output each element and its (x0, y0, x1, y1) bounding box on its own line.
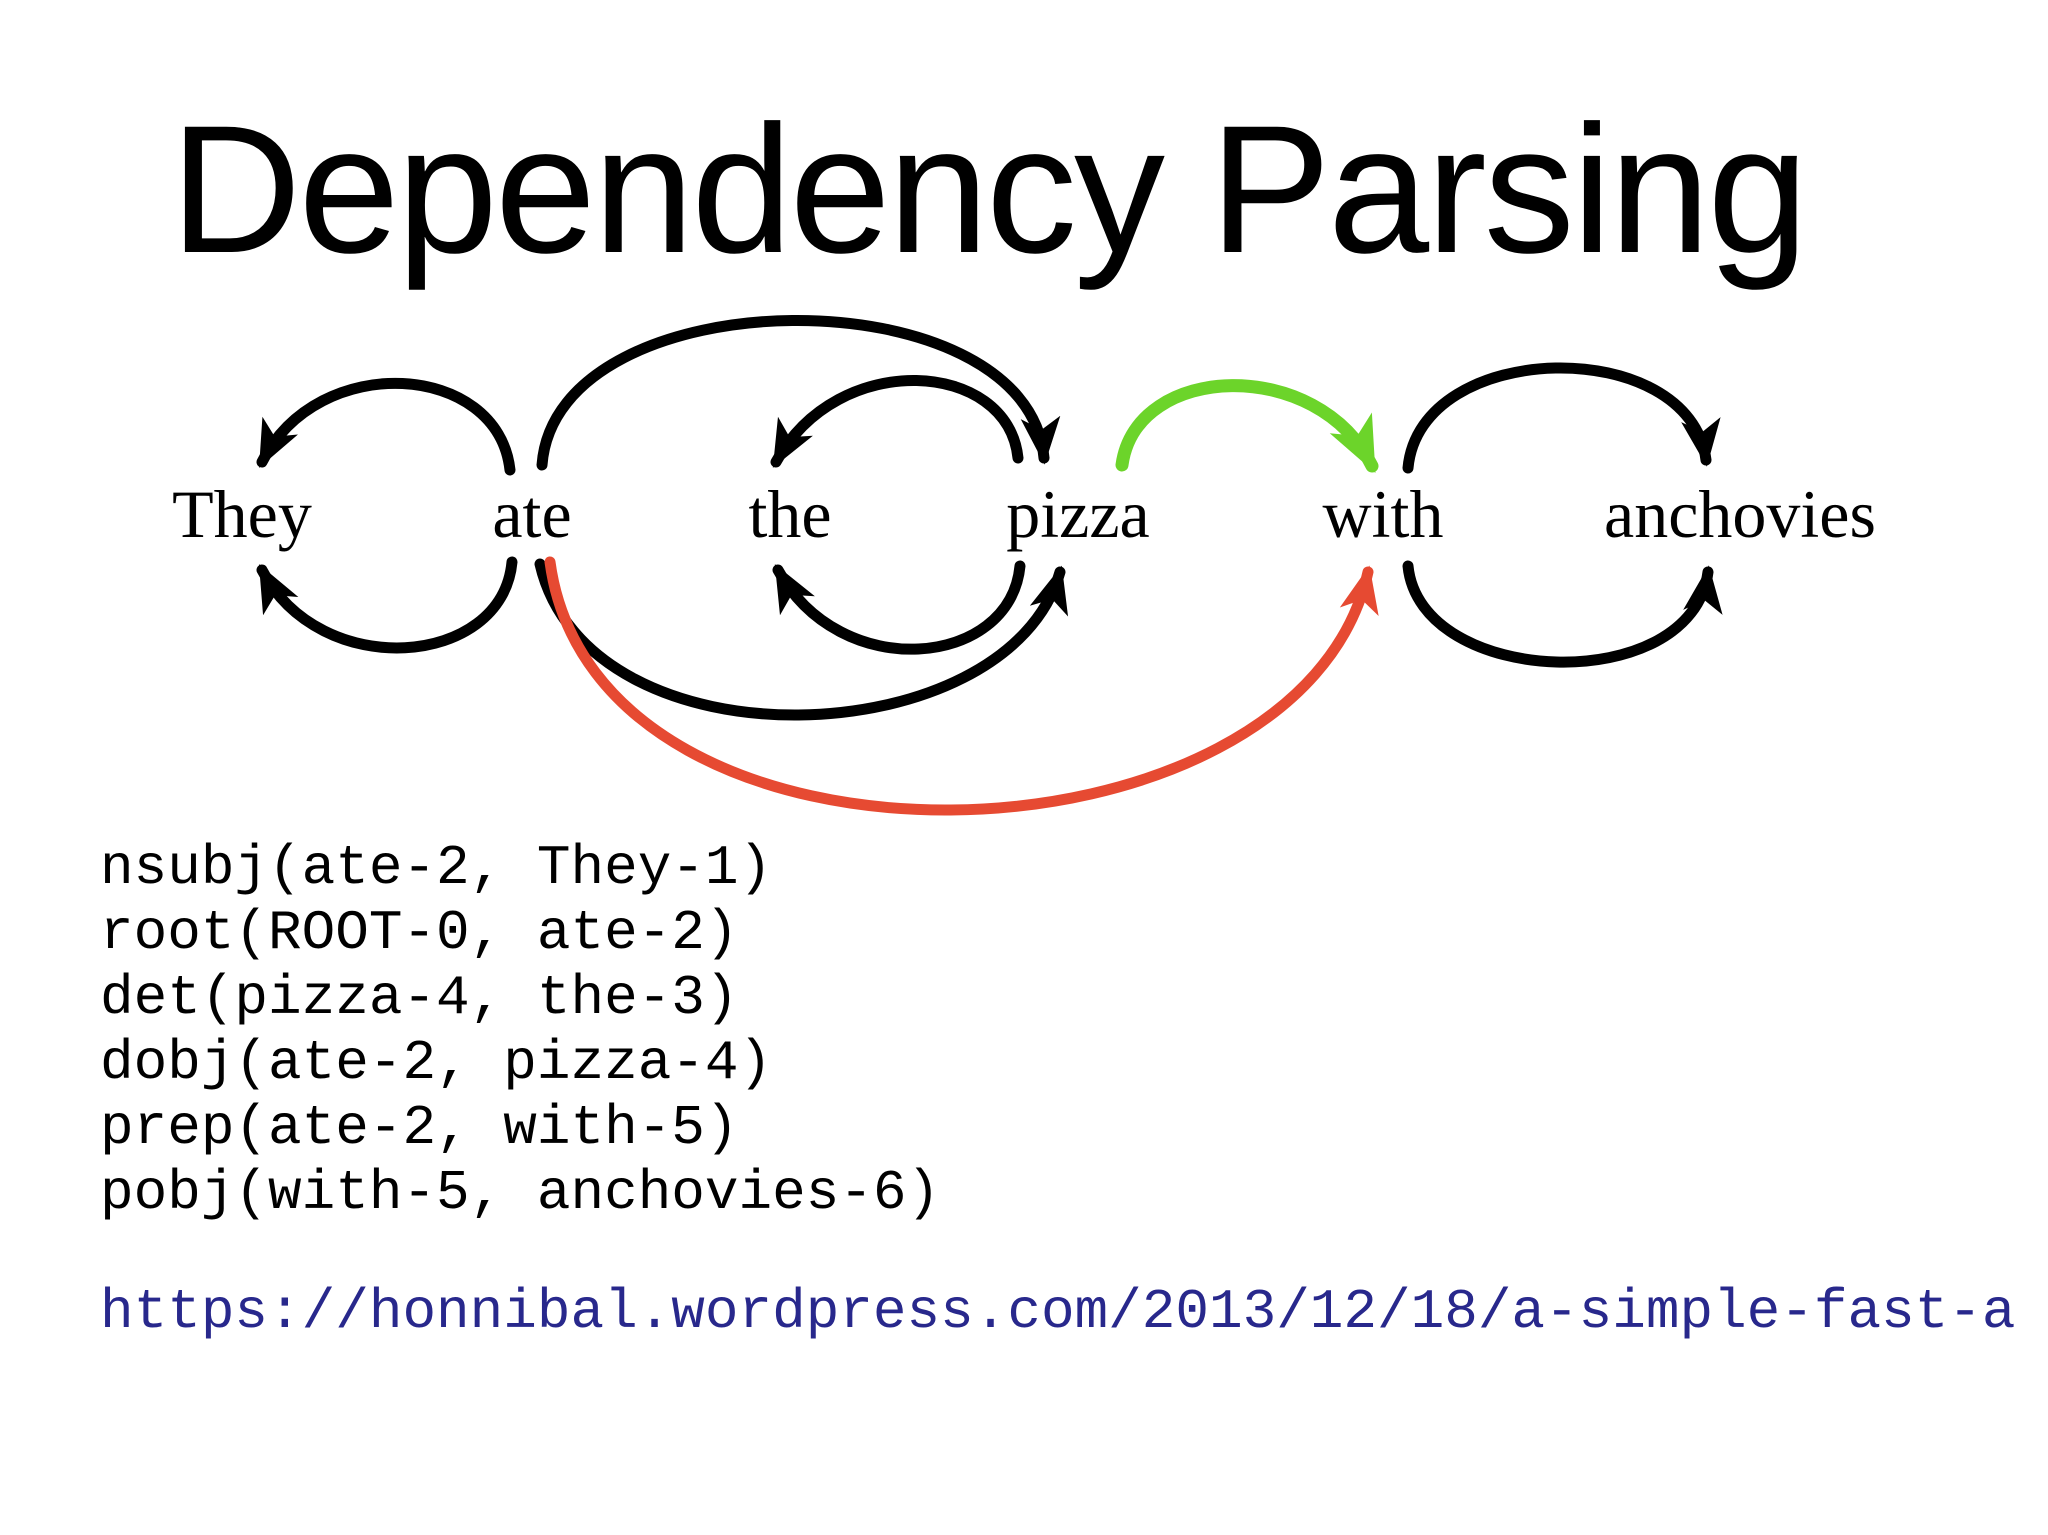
sentence-word-pizza: pizza (1006, 476, 1150, 552)
sentence-word-ate: ate (492, 476, 572, 552)
arc-ate-to-with-bottom (544, 556, 1379, 816)
sentence-word-with: with (1322, 476, 1444, 552)
arc-pizza-to-the-top (770, 375, 1024, 468)
sentence-word-they: They (172, 476, 312, 552)
arc-pizza-to-the-bottom (772, 560, 1026, 655)
dependency-item: root(ROOT-0, ate-2) (100, 901, 739, 965)
dependency-item: det(pizza-4, the-3) (100, 966, 739, 1030)
dependency-item: dobj(ate-2, pizza-4) (100, 1031, 773, 1095)
arc-ate-to-pizza-bottom (534, 558, 1068, 721)
arc-ate-to-pizza-top (536, 315, 1061, 471)
source-url-link[interactable]: https://honnibal.wordpress.com/2013/12/1… (100, 1280, 2016, 1344)
arc-with-to-anchovies-top (1402, 362, 1721, 474)
dependency-list: nsubj(ate-2, They-1) root(ROOT-0, ate-2) d… (100, 836, 940, 1226)
sentence-word-anchovies: anchovies (1604, 476, 1876, 552)
arc-ate-to-They-top (256, 377, 516, 476)
sentence-word-the: the (748, 476, 832, 552)
dependency-item: prep(ate-2, with-5) (100, 1096, 739, 1160)
arc-with-to-anchovies-bottom (1402, 560, 1723, 668)
arc-ate-to-They-bottom (256, 556, 518, 654)
arc-pizza-to-with-top (1115, 379, 1379, 474)
slide-title: Dependency Parsing (170, 87, 1809, 291)
dependency-item: nsubj(ate-2, They-1) (100, 836, 773, 900)
dependency-item: pobj(with-5, anchovies-6) (100, 1161, 941, 1225)
